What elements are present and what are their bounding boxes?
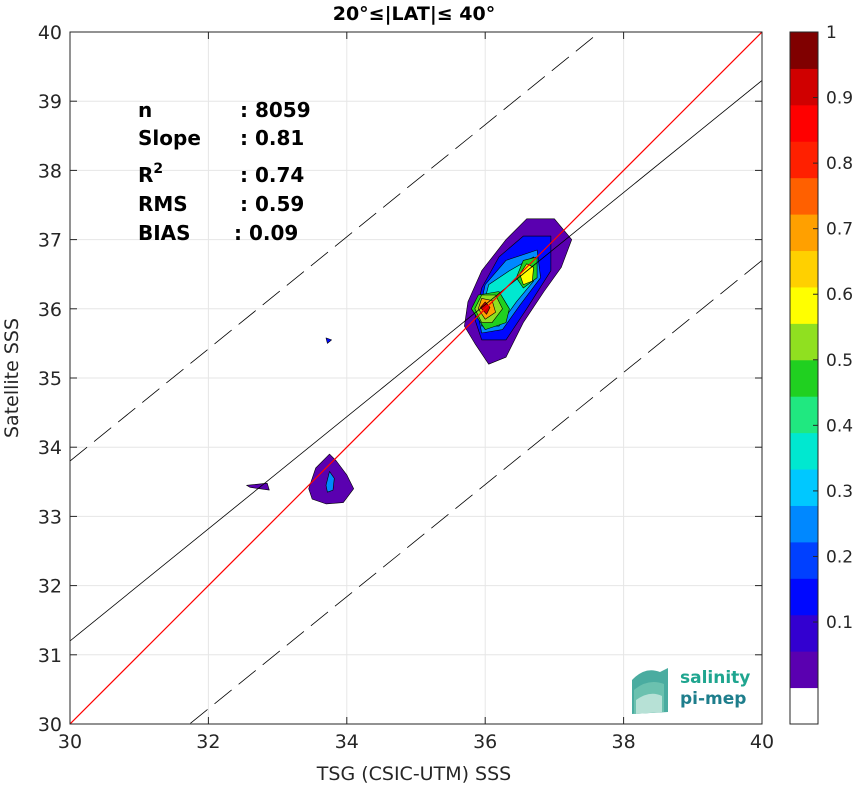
- stat-rms-label: RMS: [138, 192, 188, 216]
- stats-box: n : 8059 Slope : 0.81 R2 : 0.74 RMS : 0.…: [138, 98, 311, 245]
- stat-n-label: n: [138, 98, 152, 122]
- colorbar: [790, 32, 818, 725]
- colorbar-frame: [789, 31, 819, 725]
- colorbar-band: [790, 323, 818, 361]
- colorbar-band: [790, 687, 818, 725]
- identity-line: [70, 32, 762, 724]
- grid-lines: [69, 31, 763, 725]
- y-tick-label: 32: [38, 576, 62, 598]
- stat-rms-value: : 0.59: [240, 192, 304, 216]
- y-tick-label: 31: [38, 645, 62, 667]
- y-axis-ticks: 30 31 32 33 34 35 36 37 38 39 40: [38, 22, 762, 736]
- contour-speck: [325, 337, 332, 344]
- colorbar-band: [790, 469, 818, 506]
- contour-blob-34: [325, 471, 335, 493]
- y-tick-label: 35: [38, 368, 62, 390]
- stat-r2-label: R2: [138, 161, 163, 187]
- colorbar-band: [790, 32, 818, 69]
- logo-text-salinity: salinity: [680, 668, 750, 688]
- stat-bias-value: : 0.09: [234, 221, 298, 245]
- colorbar-band: [790, 141, 818, 179]
- colorbar-band: [790, 286, 818, 324]
- contour-secondary-peak: [519, 263, 534, 285]
- x-tick-label: 34: [335, 731, 359, 753]
- y-tick-label: 36: [38, 299, 62, 321]
- stat-r2-value: : 0.74: [240, 163, 304, 187]
- stat-slope-label: Slope: [138, 126, 201, 150]
- stat-n-value: : 8059: [240, 98, 311, 122]
- colorbar-band: [790, 250, 818, 288]
- colorbar-band: [790, 541, 818, 579]
- colorbar-band: [790, 359, 818, 397]
- y-tick-label: 30: [38, 714, 62, 736]
- colorbar-band: [790, 396, 818, 434]
- logo-text-pimep: pi-mep: [680, 689, 746, 709]
- colorbar-band: [790, 68, 818, 106]
- colorbar-tick-label: 0.3: [826, 482, 853, 502]
- regression-line: [70, 80, 762, 642]
- y-tick-label: 37: [38, 230, 62, 252]
- colorbar-tick-label: 0.8: [826, 154, 853, 174]
- contour-regions: [246, 218, 572, 505]
- x-tick-label: 40: [750, 731, 774, 753]
- x-tick-label: 36: [473, 731, 497, 753]
- colorbar-tick-label: 0.9: [826, 89, 853, 109]
- contour-speck: [246, 482, 270, 491]
- colorbar-tick-label: 1: [826, 23, 837, 43]
- logo: salinity pi-mep: [632, 668, 750, 714]
- reference-lines: [70, 32, 762, 724]
- colorbar-band: [790, 578, 818, 616]
- colorbar-tick-label: 0.2: [826, 547, 853, 567]
- y-tick-label: 33: [38, 506, 62, 528]
- colorbar-tick-label: 0.6: [826, 285, 853, 305]
- colorbar-ticks: 0.1 0.2 0.3 0.4 0.5 0.6 0.7 0.8 0.9 1: [813, 23, 853, 633]
- x-axis-label: TSG (CSIC-UTM) SSS: [316, 763, 511, 785]
- colorbar-band: [790, 177, 818, 215]
- y-tick-label: 38: [38, 160, 62, 182]
- x-axis-ticks: 30 32 34 36 38 40: [58, 32, 774, 753]
- colorbar-tick-label: 0.7: [826, 220, 853, 240]
- y-axis-label: Satellite SSS: [1, 318, 23, 438]
- colorbar-band: [790, 505, 818, 543]
- x-tick-label: 38: [612, 731, 636, 753]
- y-tick-label: 40: [38, 22, 62, 44]
- stat-bias-label: BIAS: [138, 221, 191, 245]
- stat-slope-value: : 0.81: [240, 126, 304, 150]
- colorbar-band: [790, 104, 818, 142]
- logo-waves-icon: [632, 668, 668, 714]
- stat-r2-base: R: [138, 163, 153, 187]
- colorbar-tick-label: 0.1: [826, 613, 853, 633]
- y-tick-label: 34: [38, 437, 62, 459]
- upper-dashed-line: [70, 32, 601, 462]
- y-tick-label: 39: [38, 91, 62, 113]
- x-tick-label: 30: [58, 731, 82, 753]
- colorbar-band: [790, 651, 818, 689]
- colorbar-band: [790, 214, 818, 252]
- chart-title: 20°≤|LAT|≤ 40°: [333, 3, 496, 25]
- colorbar-tick-label: 0.4: [826, 416, 853, 436]
- colorbar-band: [790, 614, 818, 652]
- colorbar-tick-label: 0.5: [826, 351, 853, 371]
- colorbar-band: [790, 432, 818, 470]
- stat-r2-superscript: 2: [153, 161, 163, 177]
- x-tick-label: 32: [196, 731, 220, 753]
- lower-dashed-line: [188, 260, 762, 724]
